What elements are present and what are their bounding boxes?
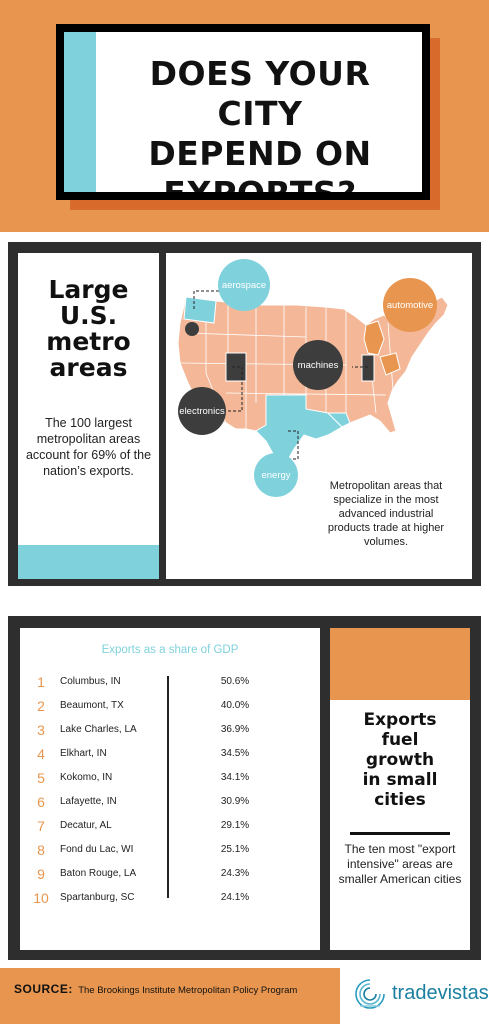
growth-title: Exports fuel growth in small cities <box>330 710 470 810</box>
table-row: 8 Fond du Lac, WI 25.1% <box>20 842 320 864</box>
metro-description: The 100 largest metropolitan areas accou… <box>25 416 152 478</box>
growth-description: The ten most "export intensive" areas ar… <box>338 842 462 886</box>
machines-label: machines <box>298 360 339 371</box>
table-row: 6 Lafayette, IN 30.9% <box>20 794 320 816</box>
tradevistas-logo[interactable]: tradevistas <box>350 976 489 1012</box>
indiana-region <box>361 354 375 382</box>
export-share: 34.5% <box>220 748 250 759</box>
logo-swirl-icon <box>355 979 385 1009</box>
city-name: Spartanburg, SC <box>60 892 135 903</box>
map-caption: Metropolitan areas that specialize in th… <box>327 480 445 548</box>
aerospace-marker <box>185 322 199 336</box>
table-divider <box>167 676 169 898</box>
michigan-region <box>363 320 385 356</box>
automotive-label: automotive <box>387 300 433 311</box>
city-name: Lake Charles, LA <box>60 724 137 735</box>
energy-label: energy <box>261 470 290 481</box>
city-name: Kokomo, IN <box>60 772 113 783</box>
title-accent-stripe <box>64 32 96 192</box>
electronics-label: electronics <box>179 406 225 417</box>
source-credit: SOURCE: The Brookings Institute Metropol… <box>14 982 297 996</box>
growth-title-line: fuel <box>381 730 419 750</box>
table-row: 4 Elkhart, IN 34.5% <box>20 746 320 768</box>
export-share: 25.1% <box>220 844 250 855</box>
source-label: SOURCE: <box>14 982 73 996</box>
metro-title-line: Large <box>48 275 129 304</box>
rank-number: 9 <box>37 866 45 882</box>
title-line: DEPEND ON <box>148 134 372 173</box>
table-title: Exports as a share of GDP <box>101 644 239 656</box>
growth-title-line: growth <box>365 750 435 770</box>
growth-title-line: in small <box>362 770 438 790</box>
electronics-bubble: electronics <box>178 387 226 435</box>
export-share: 30.9% <box>220 796 250 807</box>
us-map: aerospace automotive machines electronic… <box>177 259 449 497</box>
rank-number: 6 <box>37 794 45 810</box>
energy-bubble: energy <box>254 453 298 497</box>
rank-number: 8 <box>37 842 45 858</box>
growth-accent-block <box>330 628 470 700</box>
metro-accent-stripe <box>18 545 159 579</box>
utah-region <box>225 352 247 382</box>
exports-table: Exports as a share of GDP 1 Columbus, IN… <box>20 628 320 950</box>
footer-band <box>0 968 340 1024</box>
growth-title-line: cities <box>374 790 426 810</box>
city-name: Columbus, IN <box>60 676 121 687</box>
table-row: 5 Kokomo, IN 34.1% <box>20 770 320 792</box>
export-share: 34.1% <box>220 772 250 783</box>
growth-card: Exports fuel growth in small cities The … <box>330 628 470 950</box>
aerospace-bubble: aerospace <box>218 259 270 311</box>
growth-title-line: Exports <box>363 710 437 730</box>
metro-title-line: metro <box>46 327 131 356</box>
rank-number: 4 <box>37 746 45 762</box>
table-row: 1 Columbus, IN 50.6% <box>20 674 320 696</box>
rank-number: 10 <box>33 890 49 906</box>
city-name: Decatur, AL <box>60 820 112 831</box>
table-row: 2 Beaumont, TX 40.0% <box>20 698 320 720</box>
rank-number: 3 <box>37 722 45 738</box>
title-line: EXPORTS? <box>163 174 357 200</box>
export-share: 40.0% <box>220 700 250 711</box>
export-share: 50.6% <box>220 676 250 687</box>
map-card: aerospace automotive machines electronic… <box>166 253 472 579</box>
table-row: 7 Decatur, AL 29.1% <box>20 818 320 840</box>
aerospace-label: aerospace <box>222 280 266 291</box>
city-name: Elkhart, IN <box>60 748 107 759</box>
source-text: The Brookings Institute Metropolitan Pol… <box>78 985 298 996</box>
export-share: 29.1% <box>220 820 250 831</box>
page-title: DOES YOUR CITY DEPEND ON EXPORTS? <box>104 54 416 200</box>
ohio-region <box>379 352 401 376</box>
texas-region <box>255 394 343 464</box>
growth-divider <box>350 832 450 835</box>
metro-title: Large U.S. metro areas <box>18 277 159 381</box>
table-row: 10 Spartanburg, SC 24.1% <box>20 890 320 912</box>
title-box: DOES YOUR CITY DEPEND ON EXPORTS? <box>56 24 430 200</box>
washington-region <box>183 296 217 324</box>
title-line: DOES YOUR CITY <box>149 54 371 133</box>
city-name: Fond du Lac, WI <box>60 844 134 855</box>
metro-title-line: U.S. <box>59 301 118 330</box>
city-name: Lafayette, IN <box>60 796 117 807</box>
metro-card: Large U.S. metro areas The 100 largest m… <box>18 253 159 579</box>
export-share: 24.3% <box>220 868 250 879</box>
metro-title-line: areas <box>49 353 128 382</box>
louisiana-region <box>326 412 351 428</box>
rank-number: 1 <box>37 674 45 690</box>
logo-text: tradevistas <box>392 982 489 1004</box>
machines-bubble: machines <box>293 340 343 390</box>
table-row: 3 Lake Charles, LA 36.9% <box>20 722 320 744</box>
rank-number: 2 <box>37 698 45 714</box>
rank-number: 7 <box>37 818 45 834</box>
table-row: 9 Baton Rouge, LA 24.3% <box>20 866 320 888</box>
city-name: Beaumont, TX <box>60 700 124 711</box>
export-share: 24.1% <box>220 892 250 903</box>
rank-number: 5 <box>37 770 45 786</box>
automotive-bubble: automotive <box>383 278 437 332</box>
city-name: Baton Rouge, LA <box>60 868 137 879</box>
export-share: 36.9% <box>220 724 250 735</box>
